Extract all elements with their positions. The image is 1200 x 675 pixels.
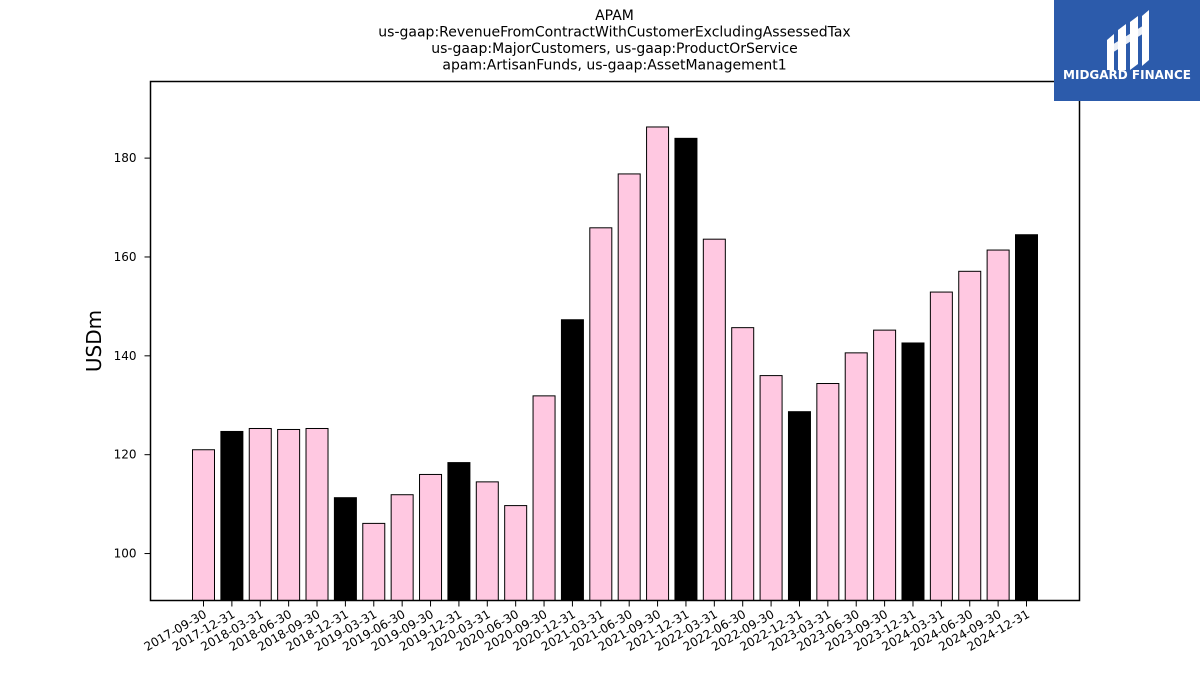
y-tick-label: 160	[114, 250, 137, 264]
bar	[220, 430, 244, 601]
bars	[192, 126, 1038, 602]
bar	[844, 352, 868, 601]
bar	[674, 137, 698, 601]
bar	[419, 473, 443, 602]
bar	[702, 238, 726, 601]
midgard-m-logo-icon	[1107, 10, 1149, 70]
bar	[504, 505, 528, 601]
x-axis-ticks: 2017-09-302017-12-312018-03-312018-06-30…	[142, 600, 1032, 654]
plot-frame	[149, 80, 1081, 602]
bar	[873, 329, 897, 601]
chart-title-line: apam:ArtisanFunds, us-gaap:AssetManageme…	[442, 58, 786, 74]
bar	[958, 270, 982, 601]
bar	[816, 383, 840, 601]
bar	[277, 428, 301, 601]
chart-title: APAMus-gaap:RevenueFromContractWithCusto…	[378, 8, 850, 74]
y-axis-label: USDm	[82, 310, 106, 372]
y-tick-label: 120	[114, 448, 137, 462]
bar	[447, 462, 471, 602]
bar	[929, 291, 953, 601]
chart-title-line: us-gaap:RevenueFromContractWithCustomerE…	[378, 25, 850, 41]
chart-title-line: APAM	[595, 8, 634, 24]
y-tick-label: 100	[114, 547, 137, 561]
logo-text: MIDGARD FINANCE	[1063, 68, 1191, 82]
bar	[333, 497, 357, 601]
y-tick-label: 140	[114, 349, 137, 363]
bar	[901, 342, 925, 601]
bar	[362, 522, 386, 601]
bar	[475, 481, 499, 601]
bar	[589, 227, 613, 602]
bar	[731, 327, 755, 601]
bar	[986, 249, 1010, 601]
bar	[1015, 234, 1038, 601]
bar	[192, 449, 215, 601]
y-axis-ticks: 100 120 140 160 180	[114, 151, 151, 561]
chart-title-line: us-gaap:MajorCustomers, us-gaap:ProductO…	[431, 41, 797, 57]
bar	[532, 395, 556, 602]
bar	[390, 494, 414, 602]
bar	[305, 427, 329, 602]
bar	[617, 173, 641, 601]
bar	[248, 427, 272, 602]
bar	[560, 319, 584, 601]
bar	[646, 126, 670, 602]
bar	[759, 375, 783, 601]
logo: MIDGARD FINANCE	[1054, 0, 1200, 101]
bar	[787, 411, 811, 601]
y-tick-label: 180	[114, 151, 137, 165]
